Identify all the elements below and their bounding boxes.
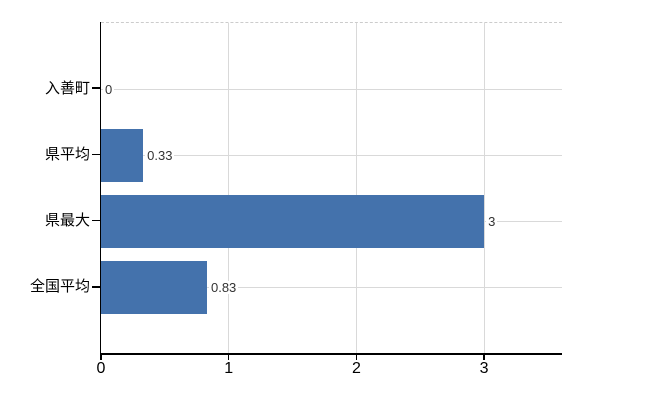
bar-value-label: 0.33 [145,147,175,163]
y-axis-tick [92,153,100,156]
x-axis-tick [355,353,358,360]
x-axis-tick [227,353,230,360]
x-tick-label: 3 [479,360,489,377]
y-axis-line [99,22,101,355]
bar-value-label: 0 [103,81,115,97]
bar-value-label: 0.83 [208,280,239,296]
gridline-horizontal [101,88,562,90]
x-tick-label: 0 [96,360,106,377]
category-label: 県最大 [44,212,90,230]
x-axis-tick [100,353,102,360]
bar [101,261,207,315]
y-axis-tick [92,87,100,89]
y-axis-tick [92,286,100,288]
y-axis-tick [92,219,100,222]
gridline-vertical [483,23,485,353]
category-label: 県平均 [44,145,90,163]
x-tick-label: 1 [224,360,234,377]
category-label: 全国平均 [29,278,90,296]
bar [101,195,485,249]
x-axis-line [99,353,562,355]
gridline-horizontal [101,154,562,156]
gridline-vertical [355,23,357,353]
category-label: 入善町 [44,79,90,97]
x-axis-tick [483,353,485,360]
gridline-horizontal [101,287,562,289]
gridline-vertical [228,23,230,353]
x-tick-label: 2 [351,360,361,377]
plot-area: 0 0.33 3 0.83 [101,22,562,353]
bar [101,128,144,182]
bar-value-label: 3 [486,214,498,230]
